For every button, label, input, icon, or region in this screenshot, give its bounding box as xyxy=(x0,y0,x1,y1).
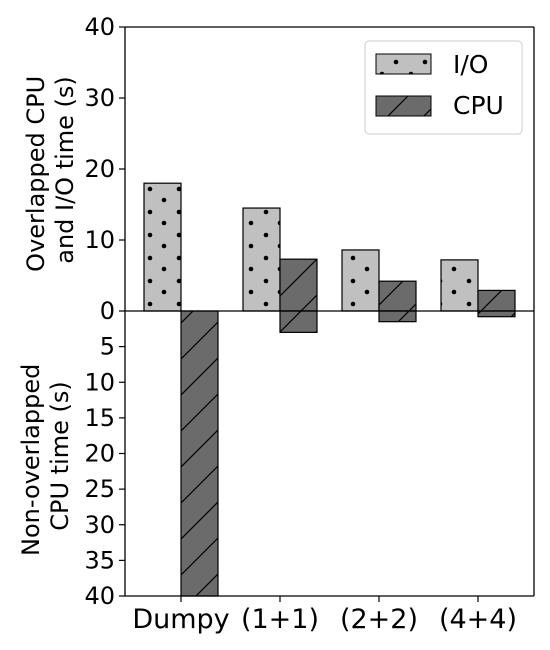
bar-cpu-overlapped-11 xyxy=(279,258,318,312)
x-category-label: (1+1) xyxy=(241,604,319,635)
upper-y-ticks: 0 10 20 30 40 xyxy=(84,13,125,325)
bar-cpu-overlapped-22 xyxy=(378,280,417,312)
bar-cpu-nonoverlapped-44 xyxy=(477,310,516,318)
lower-y-axis-title: Non-overlapped CPU time (s) xyxy=(17,356,74,556)
lower-y-tick-label: 40 xyxy=(84,582,115,610)
bar-io-44 xyxy=(440,259,479,312)
bar-io-22 xyxy=(341,249,380,312)
upper-y-axis-title: Overlapped CPU and I/O time (s) xyxy=(22,68,79,272)
upper-y-tick-label: 40 xyxy=(84,13,115,41)
upper-panel-bars xyxy=(143,182,516,312)
lower-y-tick-label: 30 xyxy=(84,511,115,539)
bar-cpu-nonoverlapped-11 xyxy=(279,310,318,333)
x-category-labels: Dumpy (1+1) (2+2) (4+4) xyxy=(132,596,517,635)
legend-label-cpu: CPU xyxy=(453,91,504,120)
legend-label-io: I/O xyxy=(453,50,488,79)
upper-y-tick-label: 10 xyxy=(84,226,115,254)
legend: I/O CPU xyxy=(364,40,523,135)
bar-io-dumpy xyxy=(143,182,182,312)
upper-y-tick-label: 30 xyxy=(84,84,115,112)
x-category-label: (2+2) xyxy=(340,604,418,635)
lower-y-ticks: 5 10 15 20 25 30 35 40 xyxy=(84,333,125,610)
upper-y-tick-label: 0 xyxy=(100,297,115,325)
lower-y-tick-label: 10 xyxy=(84,368,115,396)
upper-y-axis-title-line-2: and I/O time (s) xyxy=(51,76,79,264)
legend-swatch-io-pattern xyxy=(375,53,432,75)
upper-y-tick-label: 20 xyxy=(84,155,115,183)
lower-y-axis-title-line-1: Non-overlapped xyxy=(17,364,45,556)
upper-y-axis-title-line-1: Overlapped CPU xyxy=(22,76,50,272)
lower-y-axis-title-line-2: CPU time (s) xyxy=(46,381,74,531)
x-category-label: Dumpy xyxy=(132,604,229,635)
lower-y-tick-label: 25 xyxy=(84,475,115,503)
lower-y-tick-label: 5 xyxy=(100,333,115,361)
lower-panel-bars xyxy=(180,310,516,597)
bar-io-11 xyxy=(242,207,281,312)
lower-y-tick-label: 35 xyxy=(84,546,115,574)
x-category-label: (4+4) xyxy=(439,604,517,635)
bar-cpu-nonoverlapped-22 xyxy=(378,310,417,323)
legend-swatch-cpu-pattern xyxy=(375,95,432,117)
bar-cpu-overlapped-44 xyxy=(477,289,516,312)
bar-cpu-nonoverlapped-dumpy xyxy=(180,310,219,597)
lower-y-tick-label: 15 xyxy=(84,404,115,432)
lower-y-tick-label: 20 xyxy=(84,440,115,468)
